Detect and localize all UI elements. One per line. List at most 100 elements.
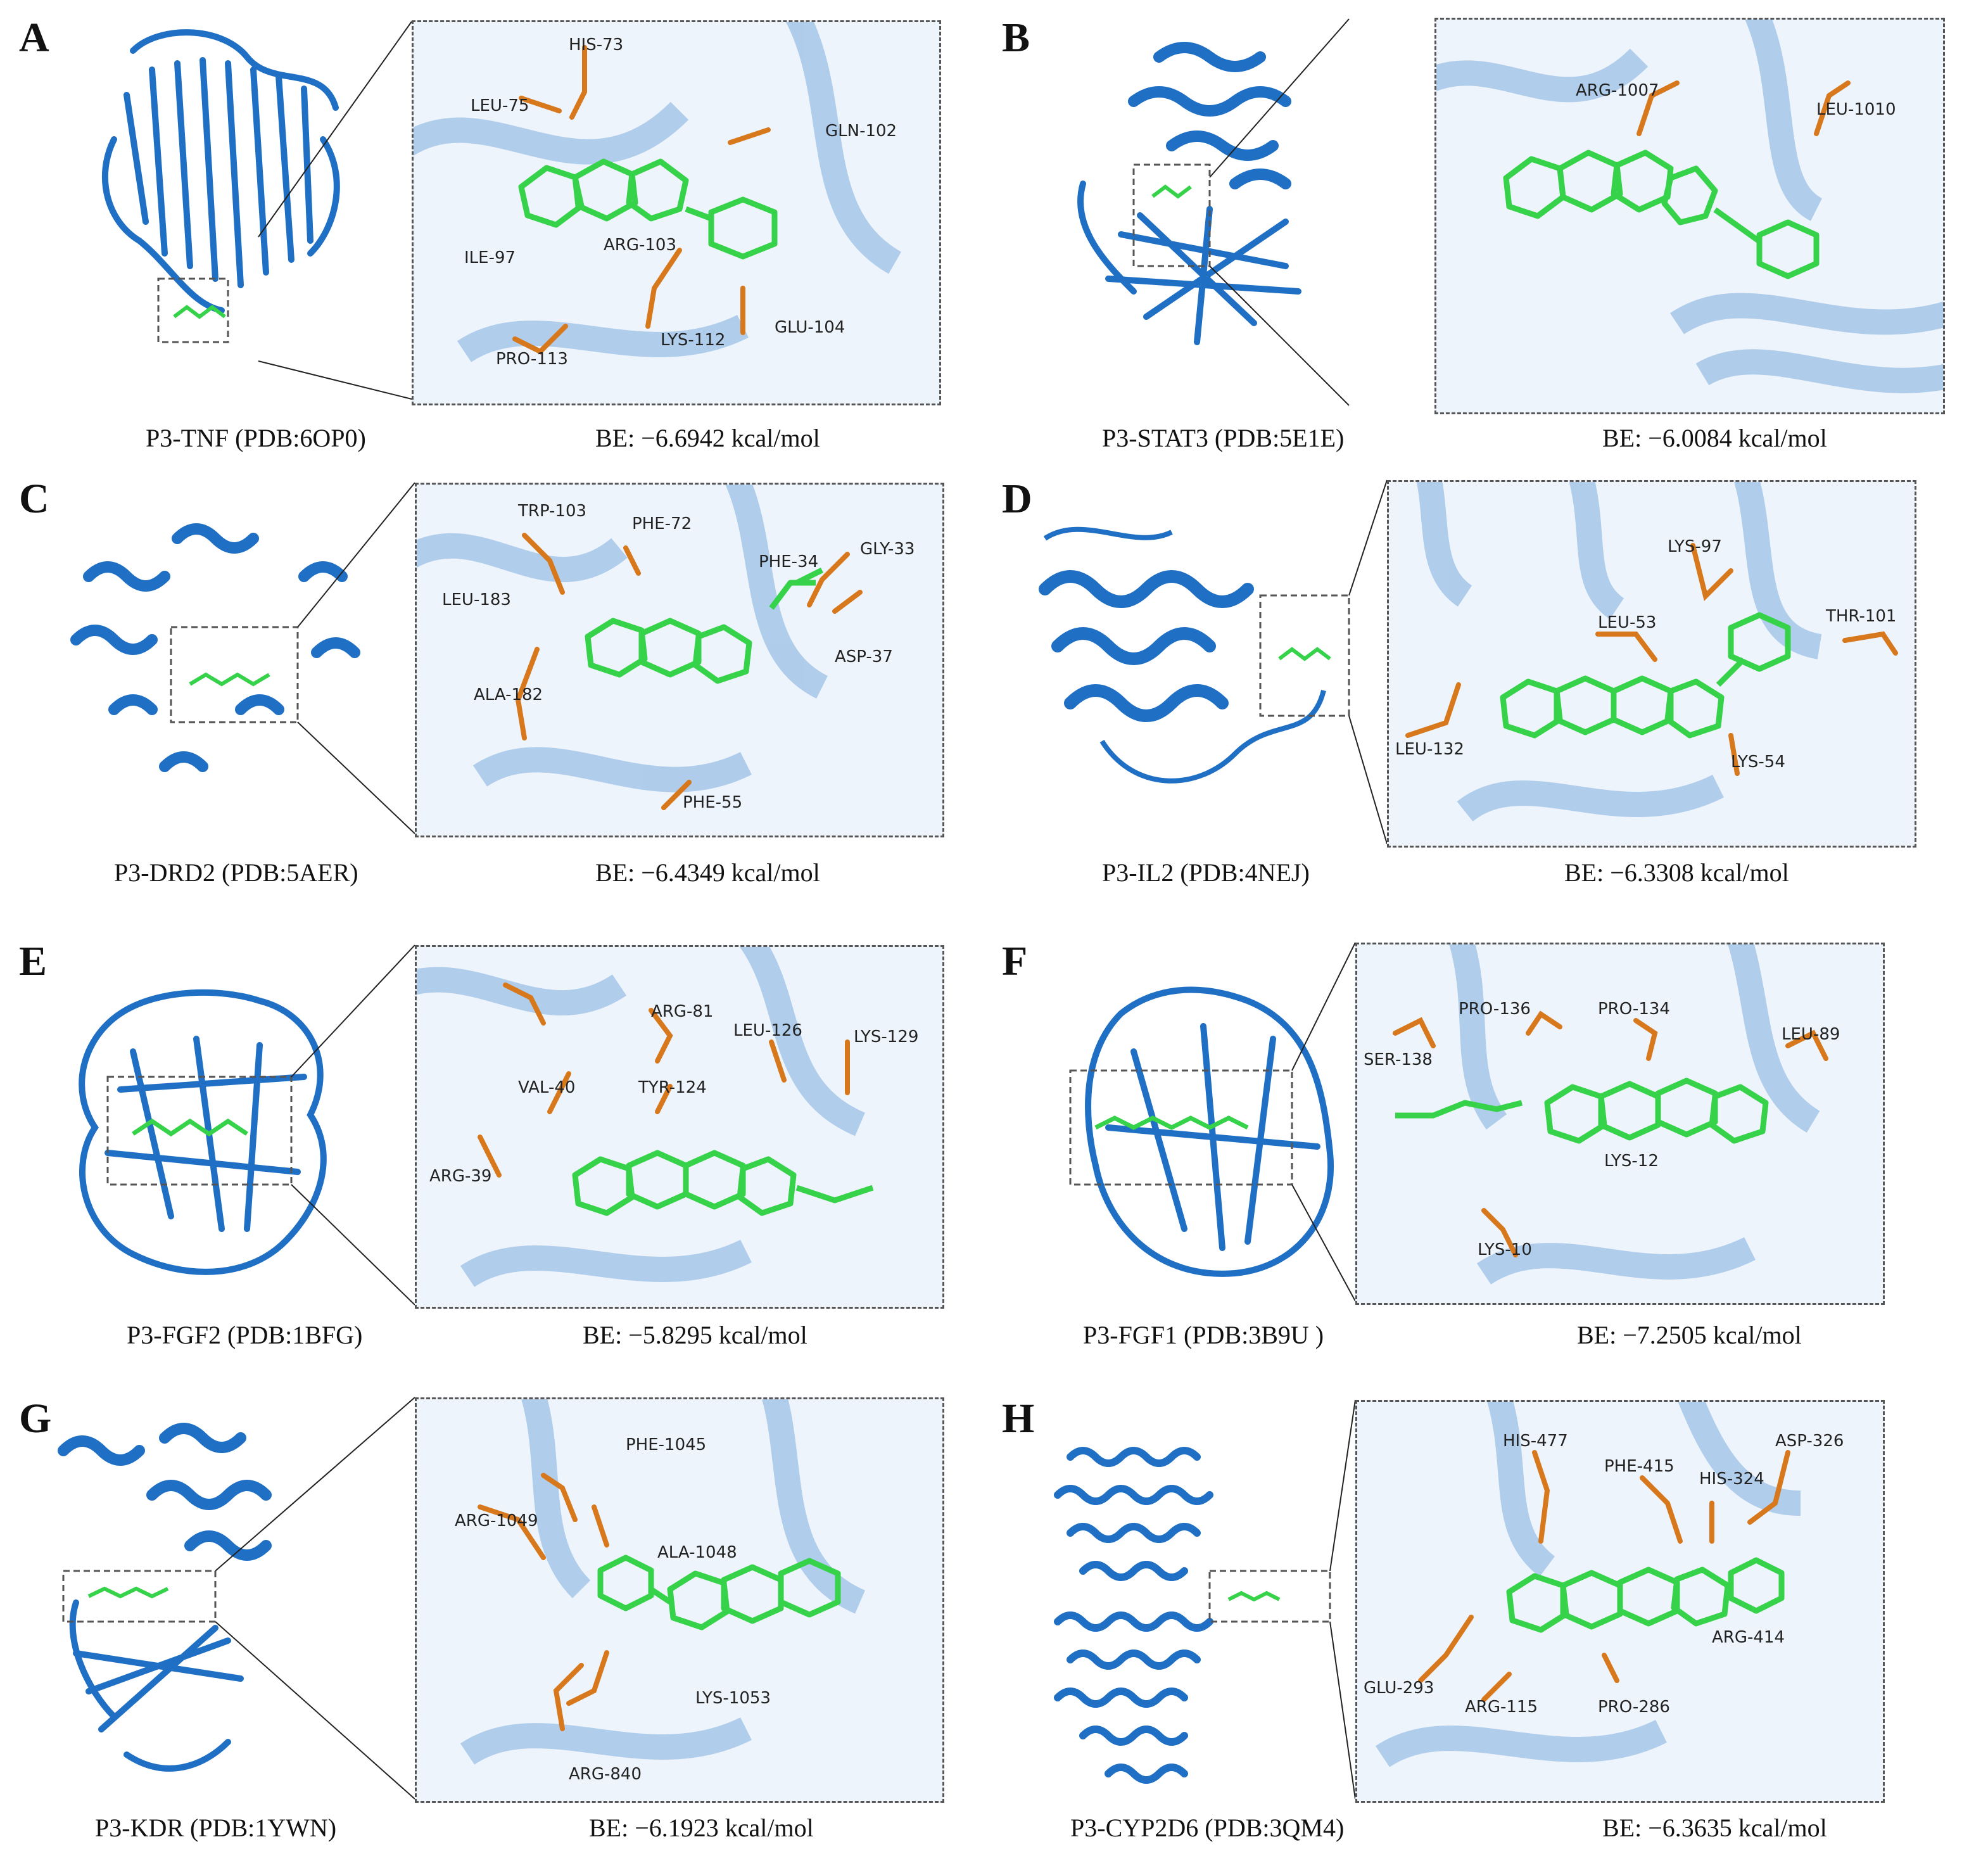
panel-letter: F: [1002, 938, 1028, 984]
residue-label: ARG-840: [569, 1765, 642, 1784]
residue-label: HIS-73: [569, 35, 623, 54]
residue-label: GLY-33: [860, 540, 915, 559]
residue-label: LYS-112: [661, 331, 725, 350]
panel-a: A: [0, 0, 994, 462]
residue-label: PRO-113: [496, 350, 568, 369]
zoom-lines: [1329, 1399, 1356, 1800]
zoom-lines: [215, 1397, 415, 1800]
residue-label: SER-138: [1364, 1050, 1433, 1069]
residue-label: ARG-39: [429, 1167, 491, 1186]
protein-overview-image: [1054, 1447, 1331, 1784]
panel-letter: E: [19, 938, 47, 984]
residue-label: PHE-1045: [626, 1435, 706, 1454]
protein-overview-image: [1077, 42, 1301, 345]
residue-label: ARG-1049: [455, 1511, 538, 1530]
protein-overview-image: [70, 523, 360, 772]
binding-site-detail: PRO-136 PRO-134 LEU-89 SER-138 LYS-12 LY…: [1355, 943, 1885, 1305]
panel-h: H: [994, 1387, 1988, 1856]
residue-label: LYS-12: [1604, 1152, 1659, 1171]
residue-label: PHE-55: [683, 793, 742, 812]
zoom-lines: [258, 21, 412, 400]
binding-energy: BE: −6.0084 kcal/mol: [1602, 424, 1827, 452]
residue-label: ILE-97: [464, 248, 516, 267]
residue-label: ALA-1048: [657, 1543, 737, 1562]
residue-label: LEU-75: [471, 96, 529, 115]
residue-label: ASP-326: [1775, 1432, 1844, 1451]
panel-e: E: [0, 925, 994, 1387]
panel-caption: P3-IL2 (PDB:4NEJ): [1102, 858, 1310, 887]
panel-letter: G: [19, 1395, 52, 1442]
residue-label: LEU-183: [442, 590, 511, 609]
binding-site-detail: TRP-103 PHE-72 PHE-34 GLY-33 LEU-183 ASP…: [415, 483, 944, 837]
binding-energy: BE: −6.3308 kcal/mol: [1564, 858, 1789, 887]
protein-overview-image: [79, 989, 327, 1275]
residue-label: ARG-414: [1712, 1628, 1785, 1647]
panel-caption: P3-FGF1 (PDB:3B9U ): [1083, 1321, 1324, 1349]
panel-caption: P3-TNF (PDB:6OP0): [146, 424, 366, 452]
binding-energy: BE: −7.2505 kcal/mol: [1577, 1321, 1802, 1349]
binding-energy: BE: −6.4349 kcal/mol: [595, 858, 820, 887]
panel-caption: P3-KDR (PDB:1YWN): [95, 1814, 337, 1842]
panel-letter: D: [1002, 476, 1032, 522]
residue-label: LYS-129: [854, 1027, 918, 1046]
panel-caption: P3-FGF2 (PDB:1BFG): [127, 1321, 363, 1349]
residue-label: LYS-54: [1731, 753, 1785, 772]
binding-site-detail: HIS-73 LEU-75 GLN-102 ARG-103 ILE-97 LYS…: [412, 20, 941, 405]
residue-label: PRO-136: [1459, 1000, 1531, 1019]
residue-label: ARG-103: [604, 236, 676, 255]
residue-label: HIS-477: [1503, 1432, 1568, 1451]
zoom-lines: [297, 482, 415, 834]
residue-label: LYS-10: [1478, 1240, 1532, 1259]
protein-overview-image: [1069, 986, 1334, 1277]
residue-label: ASP-37: [835, 647, 893, 666]
residue-label: LYS-97: [1668, 537, 1722, 556]
residue-label: LEU-132: [1395, 740, 1464, 759]
panel-caption: P3-STAT3 (PDB:5E1E): [1102, 424, 1345, 452]
panel-letter: A: [19, 15, 49, 61]
residue-label: TYR-124: [638, 1078, 707, 1097]
residue-label: THR-101: [1825, 607, 1896, 626]
binding-site-detail: PHE-1045 ARG-1049 ALA-1048 LYS-1053 ARG-…: [415, 1397, 944, 1803]
residue-label: LEU-126: [733, 1021, 802, 1040]
panel-c: C: [0, 462, 994, 925]
binding-site-detail: LYS-97 THR-101 LEU-53 LEU-132 LYS-54: [1387, 480, 1916, 848]
panel-caption: P3-CYP2D6 (PDB:3QM4): [1070, 1814, 1345, 1842]
residue-label: ARG-1007: [1576, 81, 1659, 100]
binding-energy: BE: −6.1923 kcal/mol: [589, 1814, 814, 1842]
binding-site-detail: ARG-81 LEU-126 LYS-129 VAL-40 TYR-124 AR…: [415, 945, 944, 1309]
residue-label: LEU-1010: [1816, 100, 1896, 119]
residue-label: GLN-102: [825, 122, 897, 141]
panel-b: B: [994, 0, 1988, 462]
panel-letter: B: [1002, 15, 1030, 61]
residue-label: LYS-1053: [695, 1689, 771, 1708]
protein-overview-image: [101, 29, 340, 343]
residue-label: LEU-53: [1598, 613, 1656, 632]
residue-label: HIS-324: [1699, 1470, 1764, 1489]
panel-letter: H: [1002, 1395, 1035, 1442]
residue-label: PHE-34: [759, 552, 818, 571]
binding-energy: BE: −6.6942 kcal/mol: [595, 424, 820, 452]
binding-energy: BE: −5.8295 kcal/mol: [583, 1321, 807, 1349]
zoom-lines: [1209, 18, 1350, 406]
panel-g: G: [0, 1387, 994, 1856]
zoom-lines: [1291, 942, 1356, 1302]
protein-overview-image: [1039, 526, 1350, 784]
residue-label: PHE-415: [1604, 1457, 1675, 1476]
residue-label: ARG-81: [651, 1002, 713, 1021]
binding-energy: BE: −6.3635 kcal/mol: [1602, 1814, 1827, 1842]
panel-f: F: [994, 925, 1988, 1387]
zoom-lines: [291, 944, 415, 1306]
residue-label: PRO-134: [1598, 1000, 1670, 1019]
binding-site-detail: ARG-1007 LEU-1010: [1434, 18, 1945, 414]
residue-label: GLU-104: [775, 318, 845, 337]
residue-label: LEU-89: [1782, 1025, 1840, 1044]
residue-label: PHE-72: [632, 514, 692, 533]
panel-d: D: [994, 462, 1988, 925]
residue-label: TRP-103: [517, 502, 586, 521]
residue-label: PRO-286: [1598, 1698, 1670, 1717]
panel-caption: P3-DRD2 (PDB:5AER): [114, 858, 358, 887]
zoom-lines: [1348, 480, 1388, 844]
binding-site-detail: HIS-477 PHE-415 ASP-326 HIS-324 ARG-414 …: [1355, 1400, 1885, 1803]
protein-overview-image: [58, 1423, 272, 1772]
panel-letter: C: [19, 476, 49, 522]
